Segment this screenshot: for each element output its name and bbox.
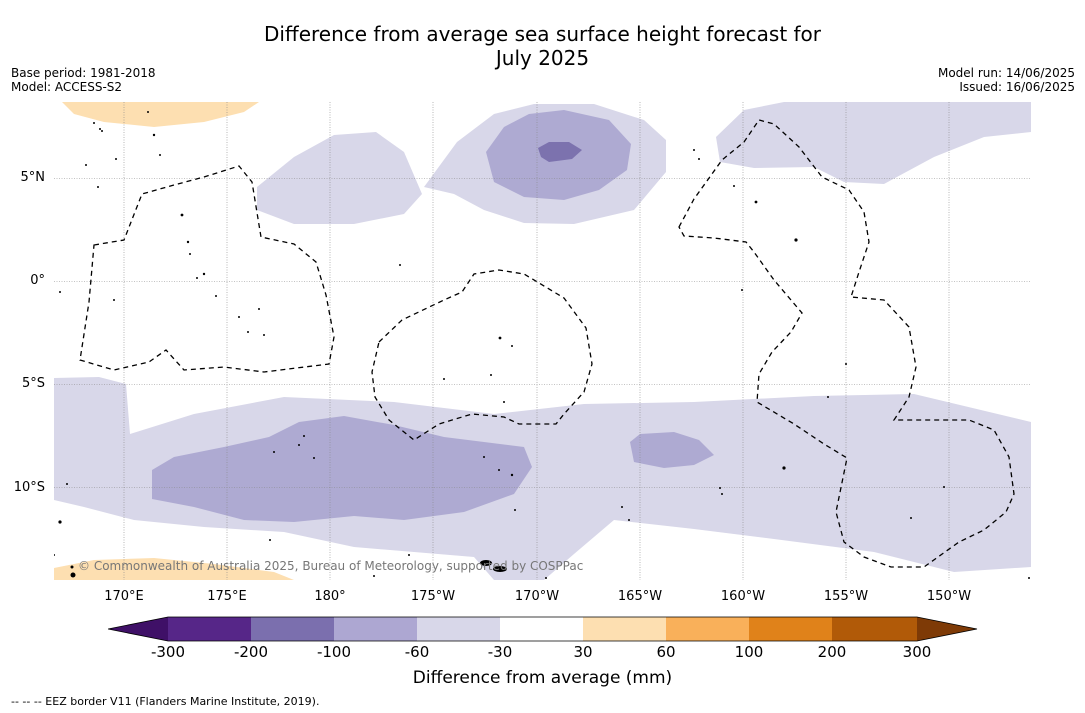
map-canvas (54, 102, 1031, 580)
lon-label-180: 180° (314, 589, 346, 604)
colorbar-segment-5 (500, 617, 583, 641)
colorbar-segment-4 (417, 617, 500, 641)
colorbar-tick: -100 (316, 643, 352, 661)
lat-label-0: 0° (30, 273, 45, 288)
colorbar-label: Difference from average (mm) (412, 668, 673, 688)
anomaly-medium-fill (152, 110, 714, 522)
copyright-text: © Commonwealth of Australia 2025, Bureau… (78, 559, 584, 573)
colorbar-tick: 100 (734, 643, 764, 661)
colorbar-tick: 60 (656, 643, 676, 661)
colorbar-segment-3 (334, 617, 417, 641)
colorbar-tick: -300 (150, 643, 186, 661)
anomaly-positive-fill (54, 102, 294, 580)
lat-label-5n: 5°N (20, 170, 46, 185)
lon-label-165w: 165°W (617, 589, 663, 604)
colorbar-segment-1 (168, 617, 251, 641)
map-title: Difference from average sea surface heig… (0, 22, 1085, 70)
map-panel (54, 102, 1031, 580)
lat-label-5s: 5°S (21, 376, 45, 391)
map-title-line2: July 2025 (495, 46, 590, 70)
colorbar-tick: -60 (404, 643, 430, 661)
colorbar-segment-over (917, 617, 977, 641)
graticule (54, 102, 1031, 580)
colorbar-tick: -30 (487, 643, 513, 661)
eez-legend-text: -- -- -- EEZ border V11 (Flanders Marine… (11, 695, 320, 708)
colorbar-segment-6 (583, 617, 666, 641)
lon-label-175w: 175°W (410, 589, 456, 604)
lon-label-170e: 170°E (104, 589, 144, 604)
colorbar-segment-9 (832, 617, 917, 641)
colorbar-segment-8 (749, 617, 832, 641)
anomaly-dark-fill (538, 142, 582, 162)
eez-borders (79, 119, 1015, 568)
model-run-text: Model run: 14/06/2025 (937, 66, 1075, 80)
lon-label-155w: 155°W (823, 589, 869, 604)
issued-text: Issued: 16/06/2025 (959, 80, 1075, 94)
colorbar-segment-7 (666, 617, 749, 641)
base-period-text: Base period: 1981-2018 (11, 66, 156, 80)
lon-label-160w: 160°W (720, 589, 766, 604)
map-title-line1: Difference from average sea surface heig… (263, 22, 822, 46)
colorbar-outline (108, 616, 978, 642)
meta-left: Base period: 1981-2018 Model: ACCESS-S2 (11, 66, 156, 94)
colorbar-tick: 200 (817, 643, 847, 661)
model-text: Model: ACCESS-S2 (11, 80, 123, 94)
lon-label-175e: 175°E (207, 589, 247, 604)
colorbar-tick: -200 (233, 643, 269, 661)
lat-label-10s: 10°S (13, 480, 45, 495)
colorbar-segment-under (108, 617, 168, 641)
colorbar (108, 616, 978, 642)
lon-label-170w: 170°W (514, 589, 560, 604)
colorbar-tick: 300 (902, 643, 932, 661)
islands (54, 111, 1030, 579)
meta-right: Model run: 14/06/2025 Issued: 16/06/2025 (938, 66, 1075, 94)
colorbar-segment-2 (251, 617, 334, 641)
colorbar-tick: 30 (573, 643, 593, 661)
lon-label-150w: 150°W (926, 589, 972, 604)
